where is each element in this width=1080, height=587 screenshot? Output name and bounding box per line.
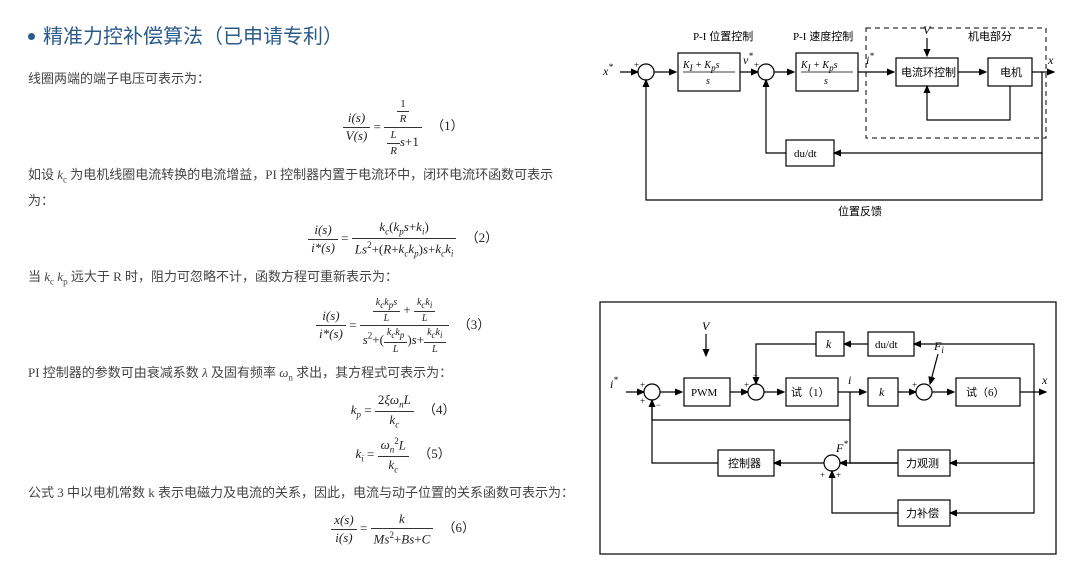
- diagram-force-comp: V i* ++− PWM +− 试（1） i k +: [598, 300, 1058, 570]
- equation-4: kp = 2ξωnLkc （4）: [228, 393, 578, 430]
- svg-text:+: +: [912, 380, 917, 390]
- equation-5: ki = ωn2Lkc （5）: [228, 436, 578, 475]
- svg-text:电流环控制: 电流环控制: [901, 65, 956, 79]
- lbl-pi-vel: P-I 速度控制: [793, 29, 853, 43]
- equation-6: x(s)i(s) = kMs2+Bs+C （6）: [228, 512, 578, 547]
- para-1: 线圈两端的端子电压可表示为：: [28, 67, 578, 92]
- equation-2: i(s)i*(s) = kc(kps+ki)Ls2+(R+kckp)s+kcki…: [228, 220, 578, 259]
- sum-pos: [638, 64, 654, 80]
- svg-text:+: +: [744, 380, 749, 390]
- page-root: 精准力控补偿算法（已申请专利） 线圈两端的端子电压可表示为： i(s)V(s) …: [0, 0, 1080, 587]
- sum-emf: [748, 384, 764, 400]
- svg-text:s: s: [706, 76, 710, 87]
- svg-text:s: s: [824, 76, 828, 87]
- sum-vel: [758, 64, 774, 80]
- diagram-cascade-control: P-I 位置控制 P-I 速度控制 机电部分 x* +− KI + Kps s …: [598, 20, 1058, 240]
- svg-text:力补偿: 力补偿: [906, 506, 939, 520]
- svg-text:PWM: PWM: [691, 387, 718, 399]
- equation-3: i(s)i*(s) = kckpsL + kckiL s2+(kckpL)s+k…: [228, 297, 578, 356]
- equation-1: i(s)V(s) = 1RLRs+1 （1）: [228, 98, 578, 158]
- svg-text:力观测: 力观测: [906, 457, 939, 470]
- svg-text:+: +: [634, 60, 639, 70]
- lbl-mech: 机电部分: [968, 29, 1012, 43]
- svg-text:+: +: [640, 396, 645, 406]
- lbl-pi-pos: P-I 位置控制: [693, 29, 753, 43]
- svg-text:+: +: [836, 470, 841, 480]
- sum-fstar: [824, 455, 840, 471]
- right-column: P-I 位置控制 P-I 速度控制 机电部分 x* +− KI + Kps s …: [598, 20, 1052, 567]
- svg-text:+: +: [754, 60, 759, 70]
- svg-text:电机: 电机: [1000, 65, 1022, 79]
- para-5: 公式 3 中以电机常数 k 表示电磁力及电流的关系，因此，电流与动子位置的关系函…: [28, 481, 578, 506]
- sig-x: x: [1047, 53, 1054, 67]
- sig-istar: i*: [866, 51, 874, 67]
- sig-i: i: [848, 373, 851, 387]
- bullet-icon: [28, 33, 35, 40]
- svg-text:+: +: [820, 470, 825, 480]
- svg-text:−: −: [656, 400, 661, 410]
- svg-text:试（6）: 试（6）: [966, 386, 1005, 399]
- title-text: 精准力控补偿算法（已申请专利）: [43, 26, 343, 48]
- para-3: 当 kc kp 远大于 R 时，阻力可忽略不计，函数方程可重新表示为：: [28, 265, 578, 291]
- svg-text:控制器: 控制器: [728, 456, 761, 470]
- sig-xstar: x*: [602, 62, 613, 78]
- left-column: 精准力控补偿算法（已申请专利） 线圈两端的端子电压可表示为： i(s)V(s) …: [28, 20, 598, 567]
- svg-text:du/dt: du/dt: [794, 148, 817, 160]
- sum-force: [916, 384, 932, 400]
- sig-V: V: [923, 23, 932, 37]
- svg-text:du/dt: du/dt: [875, 339, 898, 351]
- sig-x2: x: [1041, 373, 1048, 387]
- svg-text:+: +: [640, 380, 645, 390]
- sum-i: [644, 384, 660, 400]
- sig-vstar: v*: [743, 51, 753, 67]
- lbl-posfb: 位置反馈: [838, 204, 882, 218]
- svg-text:k: k: [826, 337, 832, 351]
- page-title: 精准力控补偿算法（已申请专利）: [28, 20, 578, 49]
- svg-text:试（1）: 试（1）: [791, 386, 830, 399]
- svg-text:k: k: [879, 385, 885, 399]
- para-2: 如设 kc 为电机线圈电流转换的电流增益，PI 控制器内置于电流环中，闭环电流环…: [28, 163, 578, 213]
- para-4: PI 控制器的参数可由衰减系数 λ 及固有频率 ωn 求出，其方程式可表示为：: [28, 361, 578, 387]
